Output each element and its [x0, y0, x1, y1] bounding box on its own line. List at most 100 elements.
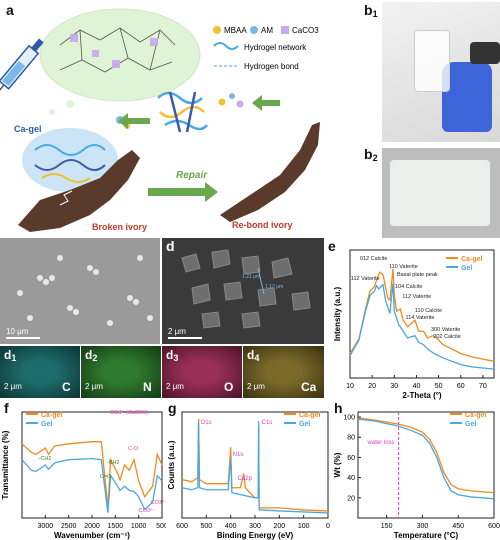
- panel-label-d: d: [166, 238, 175, 254]
- x-tick-label: 400: [225, 523, 237, 530]
- annotation: CO3²⁻(CaCO3): [110, 410, 148, 416]
- legend-label: Ca-gel: [465, 412, 486, 419]
- x-tick-label: 200: [273, 523, 285, 530]
- eds-element-ca: Ca: [301, 380, 317, 394]
- y-tick-label: 20: [347, 495, 355, 502]
- y-axis-label: Transmittance (%): [1, 430, 10, 499]
- annotation: N1s: [233, 452, 244, 458]
- legend-label: Ca-gel: [299, 412, 320, 419]
- annotation: -CH2: [39, 456, 52, 462]
- x-tick-label: 500: [156, 523, 166, 530]
- x-tick-label: 300: [417, 523, 429, 530]
- sem-image-d: 1.21 μm 1.12 μm 2 μm: [162, 238, 324, 344]
- x-tick-label: 2000: [84, 523, 100, 530]
- x-tick-label: 0: [326, 523, 330, 530]
- ca-gel-label: Ca-gel: [14, 124, 42, 134]
- sem-image-c: 10 μm: [0, 238, 160, 344]
- x-tick-label: 20: [368, 383, 376, 390]
- x-tick-label: 150: [381, 523, 393, 530]
- repair-arrow-icon: [148, 182, 218, 202]
- glove-hand: [442, 62, 492, 132]
- network-cloud: [39, 8, 201, 102]
- y-axis-label: Wt (%): [333, 452, 342, 477]
- x-axis-label: Wavenumber (cm⁻¹): [54, 531, 130, 540]
- y-tick-label: 80: [347, 435, 355, 442]
- series-line-gel: [181, 421, 329, 514]
- panel-label-a: a: [6, 2, 14, 18]
- caco3-cube: [70, 34, 78, 42]
- arrow-left-icon: [252, 95, 280, 111]
- schematic-figure: MBAA AM CaCO3 Hydrogel network Hydrogen …: [0, 8, 320, 232]
- panel-label-f: f: [4, 400, 9, 416]
- rebond-ivory-label: Re-bond ivory: [232, 220, 293, 230]
- caco3-cube: [112, 60, 120, 68]
- annotation: Basal plate peak: [397, 272, 438, 278]
- scale-text-c: 10 μm: [6, 327, 29, 336]
- y-tick-label: 100: [343, 415, 355, 422]
- y-tick-label: 40: [347, 475, 355, 482]
- crystal-size-b: 1.12 μm: [265, 284, 283, 290]
- photo-hydrogel-stretch: [382, 2, 500, 142]
- x-tick-label: 50: [435, 383, 443, 390]
- x-tick-label: 70: [479, 383, 487, 390]
- series-line-gel: [21, 457, 163, 513]
- ftir-chart: 3000 2500 2000 1500 1000 500 Wavenumber (cm⁻¹)…: [1, 410, 166, 540]
- network-icon: [213, 42, 239, 50]
- broken-ivory: [18, 150, 140, 232]
- annotation: -NH2: [107, 460, 120, 466]
- annotation: CO3²⁻: [151, 500, 166, 506]
- annotation: 112 Vaterite: [351, 276, 380, 282]
- cloud-dot: [66, 100, 74, 108]
- photo-hydrogel-sheet: [382, 148, 500, 238]
- x-tick-label: 1000: [131, 523, 147, 530]
- annotation: 114 Vaterite: [406, 315, 435, 321]
- x-tick-label: 1500: [108, 523, 124, 530]
- annotation: Ca2p: [238, 476, 253, 482]
- caco3-icon: [281, 26, 289, 34]
- mbaa-molecule: [218, 98, 226, 106]
- eds-map-n: d2 2 μm N: [81, 346, 161, 398]
- series-line-ca-gel: [357, 417, 495, 494]
- eds-element-o: O: [224, 380, 234, 394]
- legend-label: Ca-gel: [461, 256, 482, 263]
- clamp: [470, 42, 500, 64]
- annotation: 112 Vaterite: [402, 294, 431, 300]
- x-tick-label: 600: [176, 523, 188, 530]
- panel-label-b2: b2: [364, 146, 378, 163]
- annotation: 104 Calcite: [395, 284, 423, 290]
- hydrogel-strip: [414, 30, 450, 92]
- legend-label: Ca-gel: [41, 412, 62, 419]
- x-tick-label: 60: [457, 383, 465, 390]
- x-tick-label: 40: [413, 383, 421, 390]
- x-tick-label: 100: [298, 523, 310, 530]
- legend-label: Gel: [465, 421, 476, 428]
- x-tick-label: 10: [346, 383, 354, 390]
- eds-map-ca: d4 2 μm Ca: [243, 346, 324, 398]
- am-molecule: [229, 93, 235, 99]
- y-tick-label: 60: [347, 455, 355, 462]
- caco3-molecule: [236, 100, 244, 108]
- mbaa-icon: [213, 26, 221, 34]
- annotation: O1s: [201, 420, 212, 426]
- annotation: C-O: [128, 446, 139, 452]
- repair-label: Repair: [176, 170, 208, 181]
- annotation: C1s: [262, 420, 273, 426]
- annotation: CO3²⁻: [139, 508, 155, 514]
- plot-frame: [349, 249, 495, 379]
- measure-line: [257, 267, 265, 295]
- hydrogel-sheet: [390, 160, 490, 226]
- crystal-size-a: 1.21 μm: [242, 274, 260, 280]
- gel-network: [34, 144, 106, 183]
- legend-caco3: CaCO3: [292, 26, 319, 35]
- eds-element-n: N: [143, 380, 152, 394]
- y-axis-label: Counts (a.u.): [167, 440, 176, 489]
- panel-label-e: e: [328, 238, 336, 254]
- panel-label-g: g: [168, 400, 177, 416]
- x-tick-label: 500: [200, 523, 212, 530]
- eds-map-o: d3 2 μm O: [162, 346, 242, 398]
- series-line-gel: [357, 418, 495, 500]
- legend-am: AM: [261, 26, 273, 35]
- legend-label: Gel: [461, 265, 472, 272]
- legend-label: Gel: [41, 421, 52, 428]
- am-icon: [250, 26, 258, 34]
